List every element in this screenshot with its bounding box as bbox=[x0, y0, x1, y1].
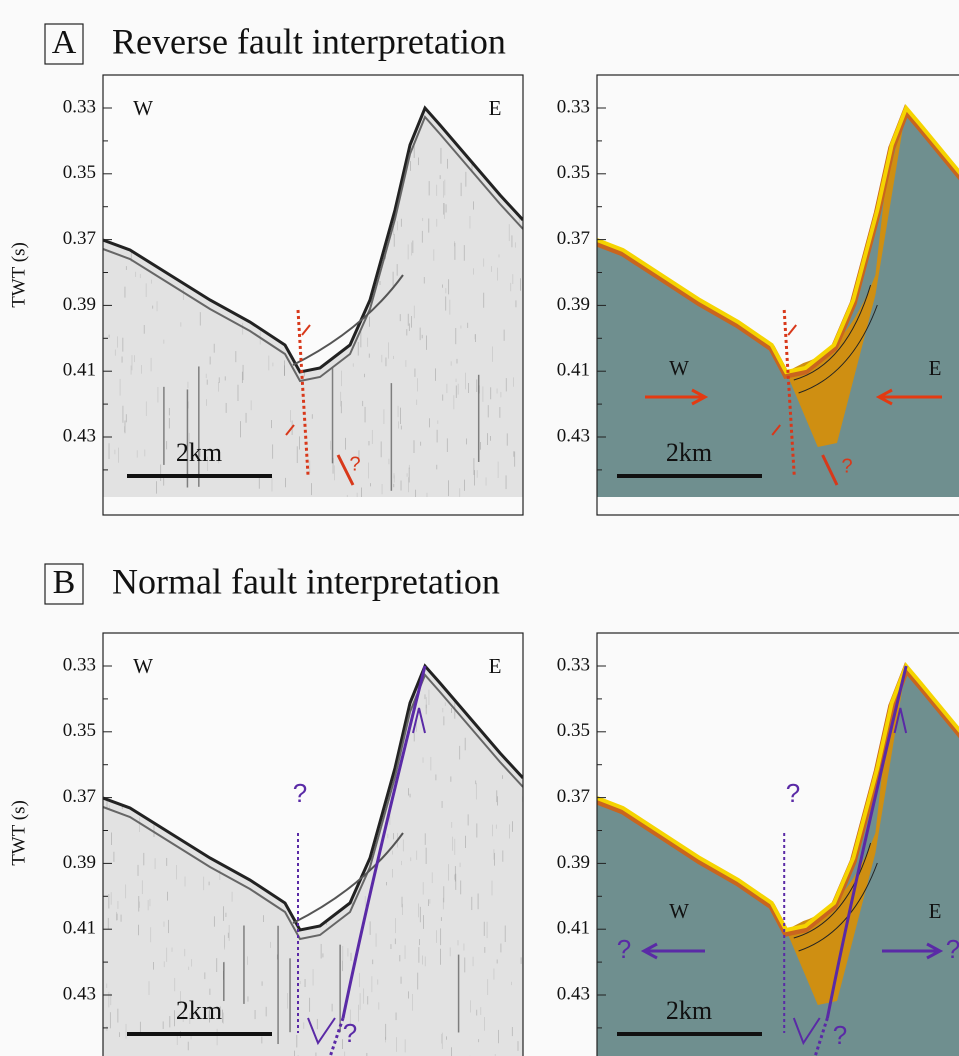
seafloor-echo bbox=[103, 115, 523, 383]
y-tick-label: 0.41 bbox=[63, 918, 96, 939]
y-tick-label: 0.41 bbox=[557, 360, 590, 381]
seafloor bbox=[103, 105, 523, 374]
fault bbox=[336, 454, 355, 486]
panel-letter: A bbox=[52, 24, 77, 61]
slip-arrow bbox=[307, 1017, 336, 1046]
fault bbox=[328, 1017, 345, 1056]
axis-label: TWT (s) bbox=[8, 800, 29, 866]
y-tick-label: 0.33 bbox=[557, 654, 590, 675]
y-tick-label: 0.43 bbox=[557, 425, 590, 446]
seismic-panel bbox=[103, 633, 523, 1056]
east-label: E bbox=[929, 899, 942, 923]
slip-arrow bbox=[787, 324, 797, 336]
y-tick-label: 0.43 bbox=[557, 983, 590, 1004]
east-label: E bbox=[489, 654, 502, 678]
interpretation-panel bbox=[597, 75, 959, 497]
y-tick-label: 0.37 bbox=[63, 228, 96, 249]
panel-title: Reverse fault interpretation bbox=[112, 21, 506, 61]
seismic-panel bbox=[103, 75, 523, 497]
axis-label: TWT (s) bbox=[8, 242, 29, 308]
question-mark: ? bbox=[293, 778, 307, 808]
seafloor bbox=[103, 663, 523, 932]
question-mark: ? bbox=[946, 934, 959, 964]
question-mark: ? bbox=[833, 1020, 847, 1050]
motion-arrow bbox=[640, 942, 705, 960]
motion-arrow bbox=[882, 942, 944, 960]
internal-horizon bbox=[793, 284, 872, 381]
y-tick-label: 0.35 bbox=[63, 162, 96, 183]
y-tick-label: 0.43 bbox=[63, 983, 96, 1004]
west-label: W bbox=[669, 356, 689, 380]
east-label: E bbox=[929, 356, 942, 380]
west-label: W bbox=[133, 96, 153, 120]
question-mark: ? bbox=[617, 934, 631, 964]
slip-arrow bbox=[285, 424, 295, 436]
fault bbox=[825, 665, 908, 1019]
scale-label: 2km bbox=[666, 996, 712, 1025]
y-tick-label: 0.35 bbox=[63, 720, 96, 741]
reflector bbox=[292, 832, 404, 924]
sediment bbox=[103, 666, 523, 1056]
frame bbox=[596, 632, 959, 1056]
west-label: W bbox=[133, 654, 153, 678]
y-tick-label: 0.33 bbox=[63, 96, 96, 117]
seafloor-echo bbox=[103, 673, 523, 941]
frame bbox=[102, 74, 524, 516]
panel-letter-box bbox=[44, 563, 84, 605]
slip-arrow bbox=[792, 1017, 821, 1046]
fault bbox=[341, 665, 427, 1019]
y-tick-label: 0.39 bbox=[63, 852, 96, 873]
frame bbox=[102, 632, 524, 1056]
internal-horizon bbox=[798, 304, 878, 394]
scale-label: 2km bbox=[666, 438, 712, 467]
y-tick-label: 0.33 bbox=[557, 96, 590, 117]
panel-letter: B bbox=[53, 564, 76, 601]
panel-letter-box bbox=[44, 23, 84, 65]
y-tick-label: 0.41 bbox=[557, 918, 590, 939]
scale-label: 2km bbox=[176, 996, 222, 1025]
basement bbox=[597, 666, 959, 1056]
west-label: W bbox=[669, 899, 689, 923]
interpretation-panel bbox=[597, 633, 959, 1056]
frame bbox=[596, 74, 959, 516]
sediment bbox=[103, 108, 523, 497]
y-tick-label: 0.37 bbox=[557, 786, 590, 807]
y-tick-label: 0.37 bbox=[63, 786, 96, 807]
internal-horizon bbox=[793, 842, 872, 939]
y-tick-label: 0.33 bbox=[63, 654, 96, 675]
y-tick-label: 0.35 bbox=[557, 720, 590, 741]
fault bbox=[821, 454, 839, 486]
slip-arrow bbox=[301, 324, 311, 336]
y-tick-label: 0.39 bbox=[557, 852, 590, 873]
slip-arrow bbox=[771, 424, 781, 436]
question-mark: ? bbox=[349, 453, 360, 475]
y-tick-label: 0.43 bbox=[63, 425, 96, 446]
basement bbox=[597, 108, 959, 497]
motion-arrow bbox=[875, 388, 942, 406]
slip-arrow bbox=[412, 707, 426, 734]
question-mark: ? bbox=[786, 778, 800, 808]
scale-label: 2km bbox=[176, 438, 222, 467]
question-mark: ? bbox=[841, 455, 852, 477]
seafloor bbox=[597, 104, 959, 375]
reflector bbox=[292, 274, 404, 366]
fault bbox=[813, 1017, 829, 1056]
panel-title: Normal fault interpretation bbox=[112, 561, 500, 601]
y-tick-label: 0.39 bbox=[63, 294, 96, 315]
east-label: E bbox=[489, 96, 502, 120]
y-tick-label: 0.39 bbox=[557, 294, 590, 315]
seafloor bbox=[597, 662, 959, 933]
y-tick-label: 0.35 bbox=[557, 162, 590, 183]
internal-horizon bbox=[798, 862, 878, 952]
slip-arrow bbox=[893, 707, 908, 734]
y-tick-label: 0.37 bbox=[557, 228, 590, 249]
y-tick-label: 0.41 bbox=[63, 360, 96, 381]
motion-arrow bbox=[645, 388, 709, 406]
question-mark: ? bbox=[343, 1018, 357, 1048]
